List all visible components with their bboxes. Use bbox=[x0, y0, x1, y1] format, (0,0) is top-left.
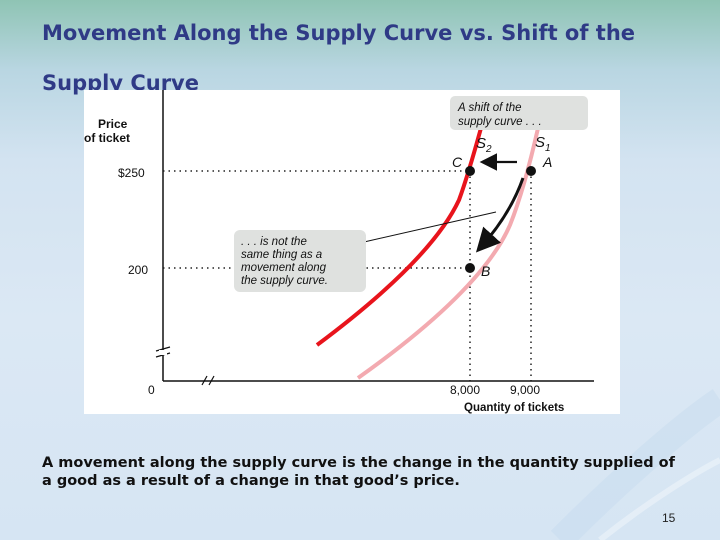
chart-svg: Price of ticket $250 200 0 8,000 9,000 Q… bbox=[84, 90, 594, 414]
callout-movement-pointer bbox=[363, 211, 497, 243]
callout-shift-line-1: A shift of the bbox=[457, 102, 522, 114]
point-label-c: C bbox=[452, 154, 463, 170]
point-label-b: B bbox=[481, 263, 490, 279]
y-tick-label-0: 0 bbox=[148, 383, 155, 397]
callout-movement: . . . is not the same thing as a movemen… bbox=[234, 211, 497, 292]
callout-movement-line-1: . . . is not the bbox=[241, 236, 307, 248]
page-number: 15 bbox=[662, 511, 676, 525]
callout-movement-line-4: the supply curve. bbox=[241, 275, 328, 287]
slide-caption: A movement along the supply curve is the… bbox=[42, 455, 675, 489]
point-label-a: A bbox=[542, 154, 552, 170]
supply-curve-figure: Price of ticket $250 200 0 8,000 9,000 Q… bbox=[84, 90, 620, 414]
supply-curve-s2 bbox=[315, 101, 490, 347]
point-a bbox=[526, 166, 536, 176]
guide-lines bbox=[163, 170, 532, 381]
supply-curve-s1 bbox=[356, 109, 544, 380]
movement-arrow bbox=[475, 177, 525, 253]
callout-shift-line-2: supply curve . . . bbox=[458, 116, 542, 128]
x-axis-label: Quantity of tickets bbox=[464, 402, 564, 414]
x-axis-break bbox=[201, 375, 215, 386]
y-tick-label-250: $250 bbox=[118, 166, 145, 180]
callout-shift: A shift of the supply curve . . . bbox=[450, 96, 588, 130]
point-c bbox=[465, 166, 475, 176]
callout-movement-line-3: movement along bbox=[241, 262, 327, 274]
curve-label-s1: S1 bbox=[535, 134, 551, 154]
y-axis-label-line-1: Price bbox=[98, 117, 128, 131]
callout-movement-line-2: same thing as a bbox=[241, 249, 322, 261]
point-b bbox=[465, 263, 475, 273]
y-tick-label-200: 200 bbox=[128, 263, 148, 277]
y-axis-label-line-2: of ticket bbox=[84, 131, 130, 145]
slide-title: Movement Along the Supply Curve vs. Shif… bbox=[42, 21, 636, 95]
x-tick-label-9000: 9,000 bbox=[510, 383, 540, 397]
curve-label-s2: S2 bbox=[476, 135, 492, 155]
x-tick-label-8000: 8,000 bbox=[450, 383, 480, 397]
